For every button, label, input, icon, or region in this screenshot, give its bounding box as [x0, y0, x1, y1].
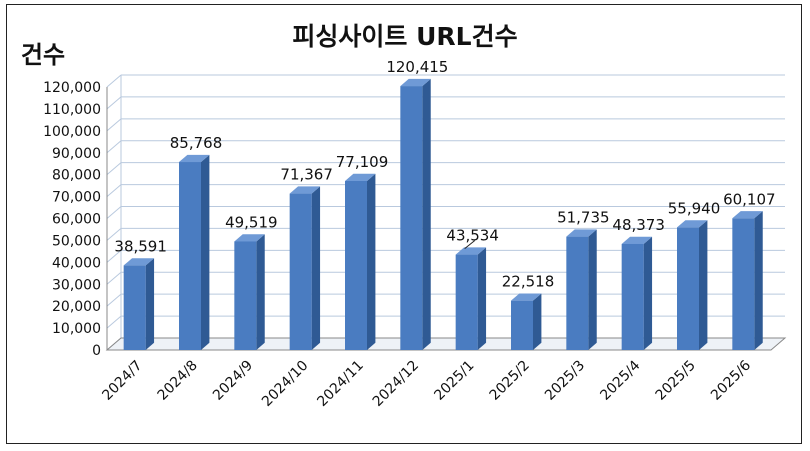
y-tick-label: 60,000: [52, 212, 101, 228]
bar: [732, 218, 755, 350]
bar-side: [699, 220, 708, 350]
bar-top: [345, 173, 376, 182]
bar: [621, 243, 644, 350]
bar-side: [311, 186, 321, 350]
chart-title: 피싱사이트 URL건수: [292, 22, 517, 51]
gridline-depth: [106, 140, 122, 154]
bar-side: [145, 258, 155, 350]
x-tick-label: 2025/5: [653, 358, 699, 404]
bar: [566, 236, 589, 350]
bars-layer: [123, 78, 763, 351]
bar: [179, 162, 201, 350]
x-tick-label: 2025/6: [708, 357, 754, 403]
bar: [455, 254, 478, 350]
bar-side: [533, 293, 542, 350]
gridline-depth: [106, 184, 122, 197]
bar: [511, 300, 533, 350]
y-tick-label: 90,000: [52, 146, 101, 162]
chart-floor: [105, 337, 787, 351]
bar-top: [511, 293, 542, 301]
chart-frame: 피싱사이트 URL건수 건수 0 10,000 20,000 30,000 40,000…: [6, 4, 802, 444]
bar: [123, 265, 146, 350]
y-tick-label: 80,000: [52, 168, 101, 184]
leader-line: [464, 240, 475, 249]
x-tick-label: 2025/4: [597, 357, 643, 403]
y-tick-label: 120,000: [43, 80, 101, 96]
gridline-depth: [106, 293, 122, 307]
grid-layer: [105, 74, 787, 351]
bar-top: [289, 186, 321, 194]
gridline-depth: [106, 162, 122, 176]
bar-top: [123, 258, 155, 266]
data-label: 55,940: [668, 199, 721, 217]
bar: [400, 86, 423, 351]
bar-top: [566, 229, 597, 237]
data-label: 48,373: [612, 216, 665, 234]
bar-side: [422, 78, 431, 351]
chart-svg: 피싱사이트 URL건수 건수 0 10,000 20,000 30,000 40,000…: [21, 22, 787, 410]
bar-side: [588, 229, 597, 350]
gridline-depth: [106, 96, 122, 110]
y-tick-label: 110,000: [43, 102, 101, 118]
bar-side: [256, 234, 265, 350]
y-tick-label: 20,000: [52, 299, 101, 315]
data-label: 85,768: [170, 134, 223, 152]
y-tick-label: 0: [92, 343, 101, 359]
gridline-depth: [106, 249, 122, 263]
y-tick-label: 50,000: [52, 233, 101, 249]
data-label: 71,367: [280, 166, 333, 184]
data-label: 38,591: [114, 237, 167, 255]
data-label: 77,109: [336, 153, 389, 171]
gridline-depth: [106, 206, 122, 219]
bar: [234, 241, 257, 350]
bar-side: [643, 236, 653, 350]
y-tick-label: 40,000: [52, 255, 101, 271]
bar-top: [234, 234, 265, 242]
bar-side: [201, 154, 210, 350]
bar-side: [477, 247, 487, 350]
x-tick-label: 2024/9: [210, 358, 256, 404]
bar-top: [179, 154, 210, 163]
y-tick-label: 100,000: [43, 124, 101, 140]
x-tick-label: 2024/11: [314, 358, 366, 410]
y-tick-label: 30,000: [52, 277, 101, 293]
bar-top: [400, 78, 431, 87]
bar-top: [732, 211, 763, 219]
data-label: 43,534: [446, 227, 499, 245]
gridline-depth: [106, 74, 122, 88]
x-tick-label: 2025/2: [487, 358, 533, 404]
data-label: 22,518: [502, 273, 555, 291]
bar-side: [367, 173, 376, 350]
y-tick-label: 70,000: [52, 190, 101, 206]
gridline-depth: [106, 315, 122, 329]
x-tick-label: 2024/12: [370, 358, 422, 410]
data-label: 49,519: [225, 213, 278, 231]
x-tick-label: 2024/8: [155, 358, 201, 404]
bar-top: [621, 236, 653, 244]
y-axis-label: 건수: [21, 41, 65, 69]
x-tick-label: 2024/7: [99, 358, 145, 404]
bar-side: [754, 211, 763, 350]
gridline-depth: [106, 118, 122, 132]
x-tick-label: 2025/3: [542, 358, 588, 404]
data-label: 60,107: [723, 190, 776, 208]
bar: [345, 181, 367, 350]
bar-top: [455, 247, 487, 255]
bar-top: [677, 220, 708, 228]
x-tick-label: 2025/1: [431, 358, 477, 404]
x-tick-label: 2024/10: [259, 358, 311, 410]
gridline-depth: [106, 228, 122, 241]
y-tick-label: 10,000: [52, 321, 101, 337]
data-label: 51,735: [557, 209, 610, 227]
gridline-depth: [106, 271, 122, 285]
bar: [289, 193, 312, 350]
bar: [677, 227, 699, 350]
data-label: 120,415: [386, 58, 448, 76]
